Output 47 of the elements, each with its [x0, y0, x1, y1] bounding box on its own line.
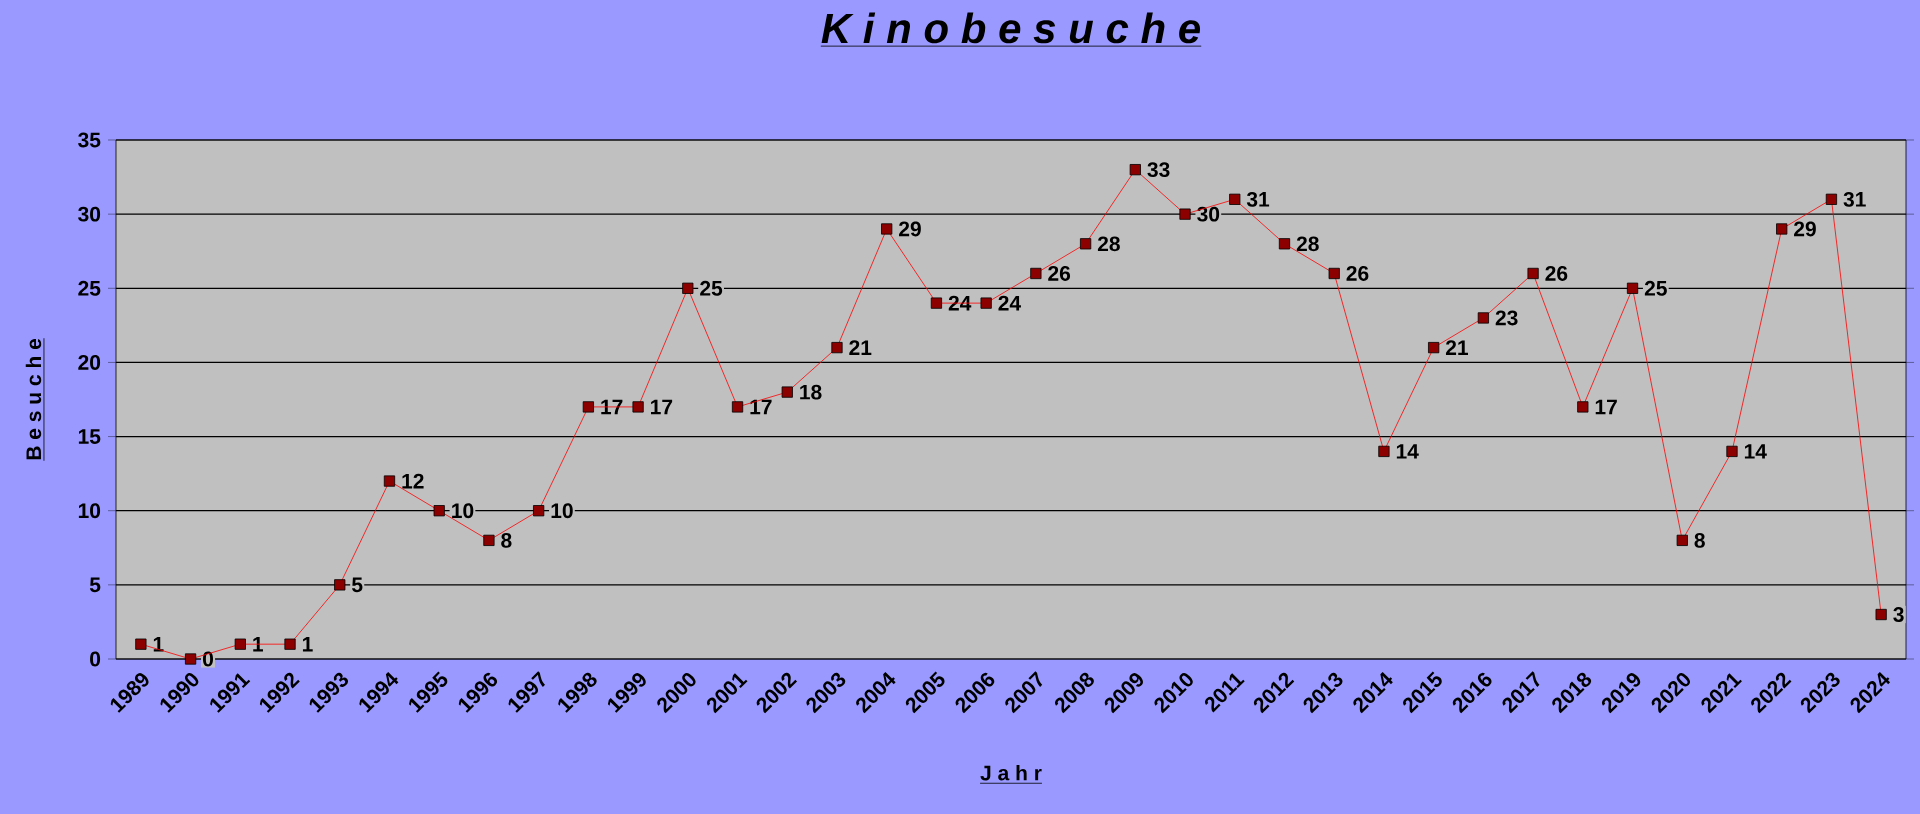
data-label: 24: [998, 295, 1021, 311]
data-label: 10: [551, 503, 573, 519]
data-label: 25: [1644, 280, 1667, 296]
y-tick-label: 20: [78, 355, 101, 370]
data-label: 29: [1794, 221, 1816, 237]
y-tick-label: 5: [89, 577, 101, 593]
data-label: 1: [253, 636, 263, 652]
data-label: 1: [302, 636, 313, 652]
data-label: 25: [700, 280, 723, 296]
y-tick-label: 15: [78, 429, 101, 444]
data-label: 1: [153, 636, 164, 652]
data-label: 31: [1843, 191, 1866, 207]
x-axis-title: J a h r: [980, 765, 1042, 781]
y-tick-label: 35: [78, 132, 101, 148]
data-label: 26: [1545, 266, 1568, 281]
data-label: 29: [899, 221, 921, 237]
data-label: 17: [601, 399, 623, 415]
data-label: 26: [1048, 266, 1071, 281]
data-label: 18: [800, 384, 822, 400]
data-label: 21: [849, 340, 872, 355]
data-label: 33: [1147, 162, 1170, 178]
data-label: 12: [402, 473, 424, 489]
chart-title: K i n o b e s u c h e: [821, 12, 1201, 44]
y-axis-title: B e s u c h e: [25, 338, 42, 460]
y-tick-label: 10: [78, 503, 101, 519]
data-label: 17: [1595, 399, 1617, 415]
data-label: 28: [1296, 236, 1319, 252]
data-label: 14: [1744, 444, 1767, 459]
data-label: 3: [1893, 607, 1904, 622]
data-label: 28: [1097, 236, 1120, 252]
y-tick-label: 30: [78, 206, 101, 222]
data-label: 10: [452, 503, 474, 519]
data-label: 17: [651, 399, 673, 415]
data-label: 14: [1396, 444, 1419, 459]
data-label: 30: [1197, 206, 1220, 222]
data-label: 8: [1694, 532, 1705, 548]
data-label: 8: [501, 532, 512, 548]
y-tick-label: 25: [78, 280, 101, 296]
y-tick-label: 0: [90, 651, 101, 667]
data-label: 21: [1445, 340, 1468, 355]
data-label: 26: [1346, 266, 1369, 281]
data-label: 24: [948, 295, 972, 311]
data-label: 5: [352, 577, 363, 593]
data-label: 31: [1246, 191, 1270, 207]
data-label: 0: [203, 651, 214, 667]
data-label: 17: [750, 399, 772, 415]
data-label: 23: [1495, 310, 1518, 326]
